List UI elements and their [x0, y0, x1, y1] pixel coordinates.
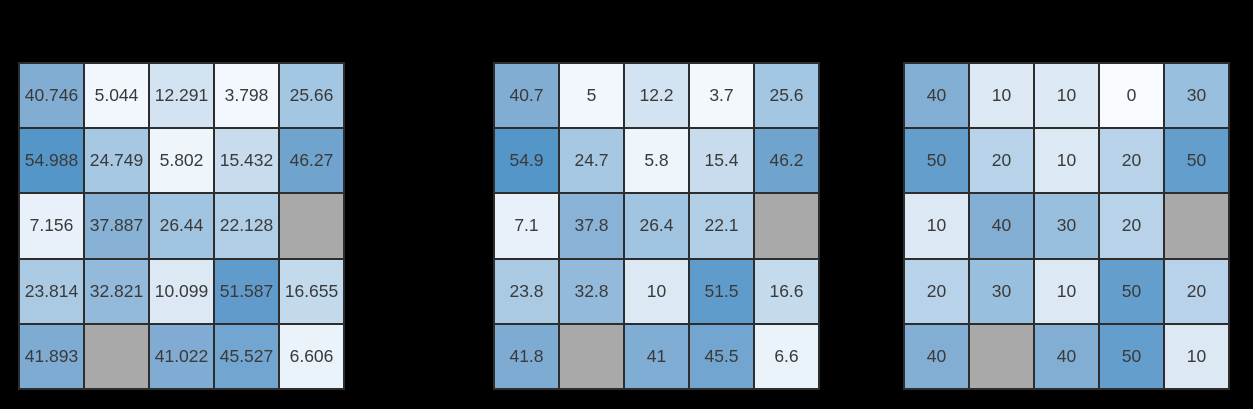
heatmap-cell-missing — [1165, 194, 1228, 258]
heatmap-cell: 22.1 — [690, 194, 753, 258]
heatmap-cell: 30 — [1035, 194, 1098, 258]
heatmap-cell-missing — [970, 324, 1033, 388]
heatmap-cell: 32.821 — [85, 259, 148, 323]
heatmap-cell: 40 — [905, 64, 968, 128]
heatmap-cell: 25.6 — [755, 64, 818, 128]
heatmap-cell: 54.988 — [20, 129, 83, 193]
heatmap-cell: 41.893 — [20, 324, 83, 388]
heatmap-cell: 46.2 — [755, 129, 818, 193]
heatmap-cell: 37.8 — [560, 194, 623, 258]
heatmap-cell: 6.606 — [280, 324, 343, 388]
heatmap-cell: 40.746 — [20, 64, 83, 128]
heatmap-cell: 10.099 — [150, 259, 213, 323]
heatmap-cell: 40.7 — [495, 64, 558, 128]
heatmap-precision-3-decimals: 40.746 5.044 12.291 3.798 25.66 54.988 24.749 5… — [18, 62, 345, 390]
heatmap-cell: 15.432 — [215, 129, 278, 193]
heatmap-cell: 7.156 — [20, 194, 83, 258]
heatmap-cell: 10 — [905, 194, 968, 258]
heatmap-cell: 51.5 — [690, 259, 753, 323]
heatmap-cell: 10 — [1165, 324, 1228, 388]
heatmap-cell: 0 — [1100, 64, 1163, 128]
heatmap-cell: 22.128 — [215, 194, 278, 258]
heatmap-cell: 20 — [905, 259, 968, 323]
heatmap-cell: 54.9 — [495, 129, 558, 193]
heatmap-cell: 32.8 — [560, 259, 623, 323]
heatmap-cell: 30 — [970, 259, 1033, 323]
heatmap-cell: 41.8 — [495, 324, 558, 388]
heatmap-cell: 20 — [1100, 129, 1163, 193]
heatmap-cell: 15.4 — [690, 129, 753, 193]
heatmap-cell: 10 — [625, 259, 688, 323]
heatmap-cell: 50 — [1165, 129, 1228, 193]
heatmap-cell: 20 — [970, 129, 1033, 193]
heatmap-cell: 5.044 — [85, 64, 148, 128]
heatmap-cell: 30 — [1165, 64, 1228, 128]
heatmap-precision-1-decimal: 40.7 5 12.2 3.7 25.6 54.9 24.7 5.8 15.4 46.2 7.1 37… — [493, 62, 820, 390]
heatmap-cell-missing — [280, 194, 343, 258]
heatmap-cell: 20 — [1165, 259, 1228, 323]
heatmap-cell: 25.66 — [280, 64, 343, 128]
heatmap-cell-missing — [755, 194, 818, 258]
heatmap-cell: 23.814 — [20, 259, 83, 323]
heatmap-cell: 10 — [1035, 129, 1098, 193]
heatmap-cell: 24.749 — [85, 129, 148, 193]
heatmap-cell-missing — [85, 324, 148, 388]
heatmap-cell: 3.7 — [690, 64, 753, 128]
heatmap-cell: 10 — [1035, 259, 1098, 323]
heatmap-cell: 6.6 — [755, 324, 818, 388]
heatmap-cell: 10 — [1035, 64, 1098, 128]
heatmap-cell: 3.798 — [215, 64, 278, 128]
heatmap-cell: 5.8 — [625, 129, 688, 193]
heatmap-cell: 41.022 — [150, 324, 213, 388]
heatmap-cell-missing — [560, 324, 623, 388]
heatmap-cell: 10 — [970, 64, 1033, 128]
heatmap-cell: 50 — [905, 129, 968, 193]
heatmap-cell: 23.8 — [495, 259, 558, 323]
heatmap-cell: 26.4 — [625, 194, 688, 258]
heatmap-cell: 40 — [1035, 324, 1098, 388]
heatmap-cell: 45.527 — [215, 324, 278, 388]
heatmap-cell: 41 — [625, 324, 688, 388]
heatmap-cell: 50 — [1100, 259, 1163, 323]
heatmap-cell: 40 — [970, 194, 1033, 258]
heatmap-cell: 40 — [905, 324, 968, 388]
heatmap-cell: 26.44 — [150, 194, 213, 258]
heatmap-cell: 37.887 — [85, 194, 148, 258]
heatmap-cell: 12.291 — [150, 64, 213, 128]
heatmap-cell: 24.7 — [560, 129, 623, 193]
heatmap-cell: 5.802 — [150, 129, 213, 193]
heatmap-rounded-tens: 40 10 10 0 30 50 20 10 20 50 10 40 30 20 20 30 10 50 20 40 4… — [903, 62, 1230, 390]
heatmap-cell: 46.27 — [280, 129, 343, 193]
heatmap-cell: 7.1 — [495, 194, 558, 258]
heatmap-cell: 50 — [1100, 324, 1163, 388]
heatmap-cell: 5 — [560, 64, 623, 128]
heatmap-cell: 45.5 — [690, 324, 753, 388]
heatmap-cell: 51.587 — [215, 259, 278, 323]
heatmap-cell: 12.2 — [625, 64, 688, 128]
heatmap-cell: 16.655 — [280, 259, 343, 323]
heatmap-cell: 20 — [1100, 194, 1163, 258]
heatmap-cell: 16.6 — [755, 259, 818, 323]
